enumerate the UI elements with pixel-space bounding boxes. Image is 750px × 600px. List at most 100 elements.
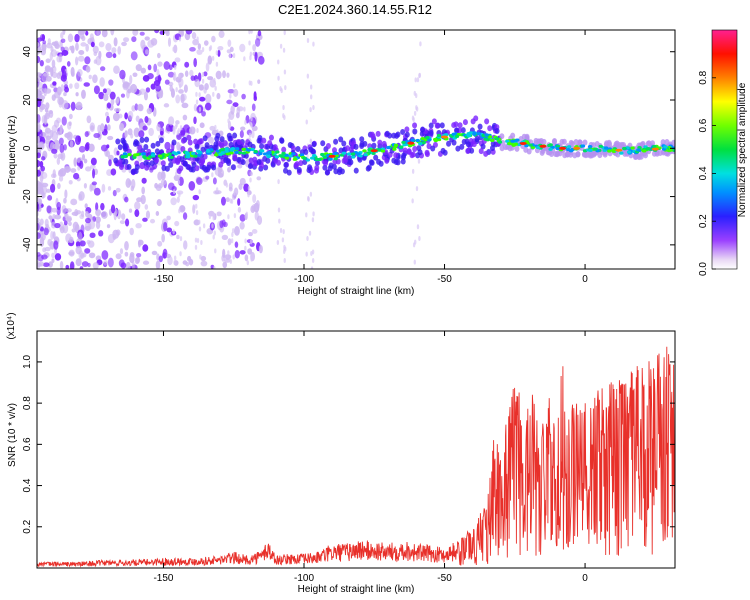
noise-blob: [70, 66, 75, 77]
ridge-core: [328, 157, 333, 161]
ridge-core: [626, 150, 632, 154]
noise-blob: [51, 59, 56, 69]
noise-stripe: [215, 187, 219, 193]
noise-blob: [90, 157, 97, 166]
noise-blob: [63, 91, 67, 97]
noise-blob: [124, 218, 130, 227]
noise-blob: [91, 181, 97, 186]
ridge-halo: [211, 164, 217, 171]
noise-blob: [239, 250, 246, 255]
noise-blob: [197, 72, 202, 82]
bottom-x-tick-label: 0: [582, 573, 588, 584]
bottom-y-tick-label: 0.8: [22, 396, 33, 410]
noise-blob: [74, 33, 80, 43]
ridge-halo: [212, 144, 218, 151]
ridge-core: [266, 154, 271, 159]
ridge-halo: [262, 155, 268, 162]
noise-blob: [142, 260, 150, 265]
noise-blob: [37, 204, 40, 213]
noise-stripe: [231, 232, 234, 238]
ridge-hotspot: [559, 146, 567, 150]
noise-blob: [45, 102, 50, 110]
noise-blob: [204, 83, 209, 91]
noise-stripe: [209, 45, 213, 51]
noise-blob: [37, 37, 43, 42]
noise-stripe: [250, 256, 253, 262]
ridge-halo: [143, 143, 149, 150]
noise-blob: [100, 144, 108, 152]
ridge-core: [587, 145, 593, 149]
noise-blob: [140, 67, 146, 74]
noise-blob: [70, 45, 75, 54]
ridge-halo: [219, 136, 225, 143]
noise-blob: [45, 224, 50, 229]
noise-blob: [174, 57, 181, 63]
noise-blob: [84, 56, 91, 65]
noise-blob: [217, 46, 224, 51]
noise-blob: [147, 64, 152, 71]
noise-blob: [90, 41, 95, 48]
noise-blob: [71, 228, 76, 233]
noise-blob: [60, 38, 66, 43]
ridge-core: [401, 140, 406, 145]
noise-blob: [65, 208, 72, 213]
ridge-halo: [348, 159, 354, 166]
noise-blob: [63, 84, 69, 90]
ridge-halo: [273, 157, 279, 164]
noise-stripe: [247, 185, 251, 191]
noise-blob: [48, 110, 53, 115]
top-y-tick-label: -40: [22, 237, 33, 252]
ridge-halo: [175, 157, 181, 164]
noise-stripe: [305, 251, 308, 257]
ridge-core: [220, 151, 225, 155]
noise-stripe: [229, 93, 232, 99]
noise-blob: [207, 76, 214, 81]
noise-blob: [241, 93, 246, 100]
noise-stripe: [309, 191, 313, 197]
ridge-halo: [359, 136, 365, 143]
noise-blob: [142, 125, 148, 131]
noise-blob: [183, 84, 188, 93]
noise-blob: [107, 124, 111, 131]
ridge-core: [184, 151, 190, 155]
noise-stripe: [233, 213, 237, 219]
noise-stripe: [196, 127, 199, 133]
ridge-halo: [160, 160, 166, 167]
noise-stripe: [309, 107, 312, 113]
ridge-core: [497, 140, 503, 144]
ridge-halo: [524, 133, 530, 140]
noise-blob: [166, 227, 173, 233]
noise-blob: [117, 46, 122, 55]
ridge-halo: [178, 165, 184, 172]
noise-blob: [51, 131, 59, 141]
noise-blob: [119, 69, 126, 80]
ridge-core: [399, 145, 404, 149]
ridge-core: [341, 151, 347, 155]
noise-blob: [54, 253, 62, 261]
ridge-halo: [453, 121, 459, 128]
noise-blob: [157, 52, 161, 59]
noise-blob: [104, 124, 108, 133]
ridge-halo: [117, 159, 123, 166]
ridge-halo: [664, 138, 670, 145]
noise-blob: [113, 107, 121, 112]
noise-stripe: [283, 115, 286, 121]
noise-stripe: [282, 105, 285, 111]
noise-stripe: [198, 189, 201, 195]
noise-stripe: [198, 92, 201, 98]
noise-blob: [235, 112, 240, 119]
noise-stripe: [306, 38, 310, 44]
noise-blob: [129, 74, 133, 85]
noise-stripe: [195, 91, 198, 97]
ridge-core: [363, 153, 368, 157]
noise-blob: [166, 215, 171, 221]
noise-blob: [222, 261, 228, 269]
noise-blob: [252, 44, 257, 52]
noise-blob: [234, 250, 240, 259]
bottom-y-tick-label: 0.4: [22, 478, 33, 492]
top-x-tick-label: 0: [582, 274, 588, 285]
noise-blob: [39, 226, 44, 232]
noise-blob: [45, 58, 51, 64]
noise-stripe: [310, 266, 314, 269]
noise-blob: [112, 233, 117, 241]
